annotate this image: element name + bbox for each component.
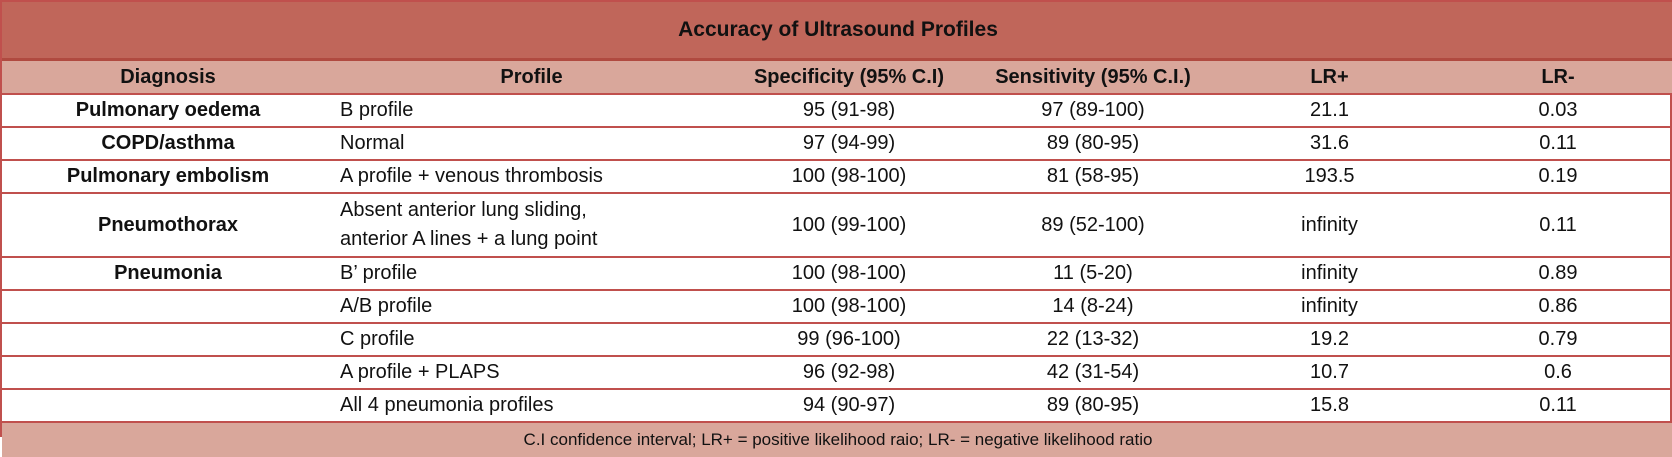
cell-lr-plus: 15.8 [1217,389,1442,423]
cell-profile: Absent anterior lung sliding, anterior A… [334,193,729,258]
table-title-row: Accuracy of Ultrasound Profiles [2,2,1672,61]
cell-diagnosis [2,356,334,390]
cell-sensitivity: 97 (89-100) [969,94,1217,128]
cell-specificity: 99 (96-100) [729,323,969,357]
cell-specificity: 97 (94-99) [729,127,969,161]
cell-sensitivity: 81 (58-95) [969,160,1217,194]
cell-lr-minus: 0.11 [1442,193,1672,258]
header-specificity: Specificity (95% C.I) [729,59,969,95]
header-lr-plus: LR+ [1217,59,1442,95]
cell-sensitivity: 14 (8-24) [969,290,1217,324]
table-row: Pulmonary oedema B profile 95 (91-98) 97… [2,94,1672,128]
cell-specificity: 100 (99-100) [729,193,969,258]
table-row: Pulmonary embolism A profile + venous th… [2,160,1672,194]
cell-lr-plus: 19.2 [1217,323,1442,357]
cell-lr-minus: 0.11 [1442,127,1672,161]
cell-profile: A profile + PLAPS [334,356,729,390]
cell-profile: B profile [334,94,729,128]
cell-profile: Normal [334,127,729,161]
cell-profile-line-2: anterior A lines + a lung point [340,228,598,250]
cell-profile: B’ profile [334,257,729,291]
table-row: Pneumonia B’ profile 100 (98-100) 11 (5-… [2,257,1672,291]
table-row: Pneumothorax Absent anterior lung slidin… [2,193,1672,258]
cell-profile: A/B profile [334,290,729,324]
cell-lr-minus: 0.03 [1442,94,1672,128]
table-title: Accuracy of Ultrasound Profiles [2,2,1672,61]
header-profile: Profile [334,59,729,95]
table-footer-row: C.I confidence interval; LR+ = positive … [2,422,1672,457]
cell-lr-plus: infinity [1217,290,1442,324]
cell-sensitivity: 89 (52-100) [969,193,1217,258]
table-header-row: Diagnosis Profile Specificity (95% C.I) … [2,59,1672,95]
cell-lr-plus: 193.5 [1217,160,1442,194]
table-row: C profile 99 (96-100) 22 (13-32) 19.2 0.… [2,323,1672,357]
cell-profile: C profile [334,323,729,357]
cell-specificity: 100 (98-100) [729,257,969,291]
header-sensitivity: Sensitivity (95% C.I.) [969,59,1217,95]
cell-diagnosis: Pneumonia [2,257,334,291]
cell-lr-minus: 0.19 [1442,160,1672,194]
table-row: A profile + PLAPS 96 (92-98) 42 (31-54) … [2,356,1672,390]
cell-diagnosis: Pneumothorax [2,193,334,258]
table-row: COPD/asthma Normal 97 (94-99) 89 (80-95)… [2,127,1672,161]
table-footnote: C.I confidence interval; LR+ = positive … [2,422,1672,457]
cell-lr-plus: infinity [1217,193,1442,258]
table-row: All 4 pneumonia profiles 94 (90-97) 89 (… [2,389,1672,423]
cell-diagnosis [2,323,334,357]
cell-sensitivity: 11 (5-20) [969,257,1217,291]
cell-lr-plus: 10.7 [1217,356,1442,390]
header-lr-minus: LR- [1442,59,1672,95]
cell-diagnosis: Pulmonary oedema [2,94,334,128]
cell-lr-minus: 0.89 [1442,257,1672,291]
cell-sensitivity: 89 (80-95) [969,389,1217,423]
cell-profile-line-1: Absent anterior lung sliding, [340,199,587,221]
cell-lr-plus: infinity [1217,257,1442,291]
cell-specificity: 94 (90-97) [729,389,969,423]
cell-profile: A profile + venous thrombosis [334,160,729,194]
cell-sensitivity: 89 (80-95) [969,127,1217,161]
cell-profile: All 4 pneumonia profiles [334,389,729,423]
cell-diagnosis [2,290,334,324]
cell-sensitivity: 22 (13-32) [969,323,1217,357]
cell-lr-plus: 21.1 [1217,94,1442,128]
cell-lr-plus: 31.6 [1217,127,1442,161]
cell-specificity: 95 (91-98) [729,94,969,128]
cell-sensitivity: 42 (31-54) [969,356,1217,390]
cell-lr-minus: 0.6 [1442,356,1672,390]
cell-specificity: 100 (98-100) [729,160,969,194]
cell-lr-minus: 0.86 [1442,290,1672,324]
table-row: A/B profile 100 (98-100) 14 (8-24) infin… [2,290,1672,324]
cell-diagnosis: Pulmonary embolism [2,160,334,194]
header-diagnosis: Diagnosis [2,59,334,95]
cell-diagnosis: COPD/asthma [2,127,334,161]
cell-lr-minus: 0.79 [1442,323,1672,357]
cell-lr-minus: 0.11 [1442,389,1672,423]
cell-specificity: 100 (98-100) [729,290,969,324]
cell-specificity: 96 (92-98) [729,356,969,390]
cell-diagnosis [2,389,334,423]
